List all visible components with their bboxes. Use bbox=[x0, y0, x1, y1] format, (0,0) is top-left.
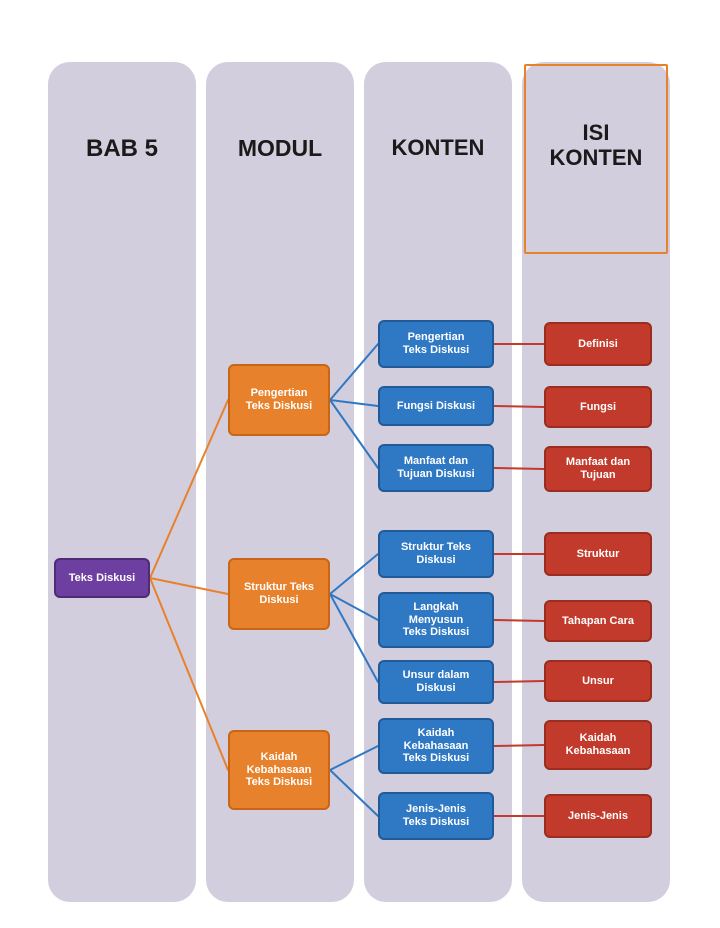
node-isi-unsur: Unsur bbox=[544, 660, 652, 702]
column-header-modul: MODUL bbox=[206, 135, 354, 161]
diagram-canvas: BAB 5 MODUL KONTEN ISI KONTEN Teks Disku… bbox=[0, 0, 720, 928]
node-isi-definisi: Definisi bbox=[544, 322, 652, 366]
node-modul-struktur: Struktur Teks Diskusi bbox=[228, 558, 330, 630]
node-konten-struktur: Struktur Teks Diskusi bbox=[378, 530, 494, 578]
node-modul-pengertian: Pengertian Teks Diskusi bbox=[228, 364, 330, 436]
node-isi-jenis: Jenis-Jenis bbox=[544, 794, 652, 838]
node-konten-langkah: Langkah Menyusun Teks Diskusi bbox=[378, 592, 494, 648]
node-modul-kaidah: Kaidah Kebahasaan Teks Diskusi bbox=[228, 730, 330, 810]
isi-konten-highlight-box bbox=[524, 64, 668, 254]
node-konten-jenis: Jenis-Jenis Teks Diskusi bbox=[378, 792, 494, 840]
node-root-teks-diskusi: Teks Diskusi bbox=[54, 558, 150, 598]
node-konten-manfaat: Manfaat dan Tujuan Diskusi bbox=[378, 444, 494, 492]
node-isi-struktur: Struktur bbox=[544, 532, 652, 576]
node-isi-manfaat: Manfaat dan Tujuan bbox=[544, 446, 652, 492]
node-konten-unsur: Unsur dalam Diskusi bbox=[378, 660, 494, 704]
column-header-konten: KONTEN bbox=[364, 135, 512, 160]
node-konten-pengertian: Pengertian Teks Diskusi bbox=[378, 320, 494, 368]
node-konten-fungsi: Fungsi Diskusi bbox=[378, 386, 494, 426]
node-isi-fungsi: Fungsi bbox=[544, 386, 652, 428]
node-isi-tahapan: Tahapan Cara bbox=[544, 600, 652, 642]
column-bab5: BAB 5 bbox=[48, 62, 196, 902]
node-isi-kaidah: Kaidah Kebahasaan bbox=[544, 720, 652, 770]
column-header-bab5: BAB 5 bbox=[48, 135, 196, 163]
node-konten-kaidah: Kaidah Kebahasaan Teks Diskusi bbox=[378, 718, 494, 774]
